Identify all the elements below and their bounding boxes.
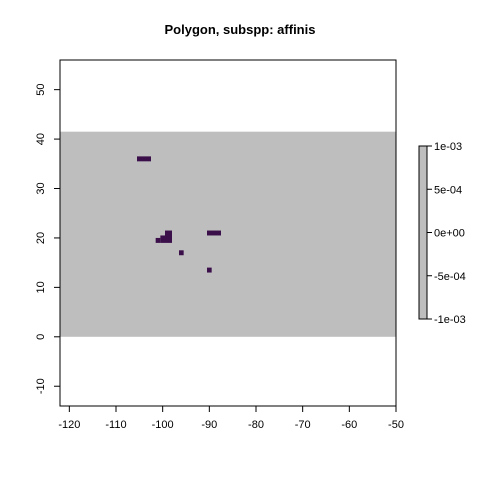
presence-cell-3 (165, 230, 172, 243)
legend-tick-label: 1e-03 (434, 141, 462, 153)
y-tick-label: 30 (35, 182, 47, 194)
y-axis: -10 0 10 20 30 40 50 (35, 84, 61, 394)
legend-tick-label: 0e+00 (434, 228, 465, 240)
presence-cell-6 (207, 267, 212, 273)
raster-background (60, 131, 396, 337)
x-tick-label: -70 (295, 419, 311, 431)
color-legend: 1e-03 5e-04 0e+00 -5e-04 -1e-03 (418, 141, 466, 326)
legend-tick-label: -5e-04 (434, 271, 466, 283)
y-tick-label: 0 (35, 334, 47, 340)
presence-cell-5 (207, 230, 221, 236)
y-tick-label: 50 (35, 84, 47, 96)
y-tick-label: -10 (35, 378, 47, 394)
y-tick-label: 10 (35, 281, 47, 293)
x-axis: -120 -110 -100 -90 -80 -70 -60 -50 (58, 405, 404, 431)
legend-color-bar (418, 145, 428, 320)
x-tick-label: -80 (248, 419, 264, 431)
y-tick-label: 40 (35, 133, 47, 145)
presence-cell-2 (160, 235, 165, 243)
chart-title: Polygon, subspp: affinis (164, 22, 316, 37)
presence-cell-1 (155, 237, 161, 243)
legend-tick-label: 5e-04 (434, 184, 462, 196)
y-tick-label: 20 (35, 232, 47, 244)
raster-layer (60, 131, 396, 337)
x-tick-label: -50 (388, 419, 404, 431)
presence-cell-0 (137, 156, 151, 162)
legend-tick-label: -1e-03 (434, 314, 466, 326)
x-tick-label: -60 (341, 419, 357, 431)
x-tick-label: -90 (201, 419, 217, 431)
x-tick-label: -110 (105, 419, 126, 431)
x-tick-label: -100 (152, 419, 174, 431)
presence-cell-4 (179, 250, 184, 256)
x-tick-label: -120 (58, 419, 80, 431)
